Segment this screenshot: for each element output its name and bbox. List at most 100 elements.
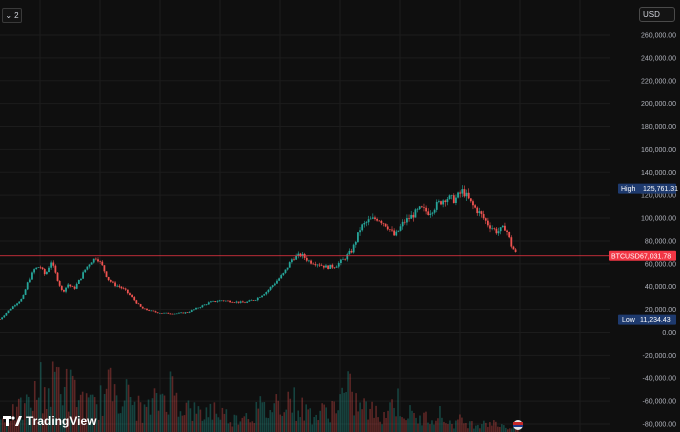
candle	[18, 301, 21, 304]
candle	[284, 269, 287, 273]
volume-bar	[509, 428, 511, 432]
price-axis[interactable]: 260,000.00 240,000.00 220,000.00 200,000.00…	[641, 33, 676, 429]
candle	[207, 302, 210, 305]
candle	[510, 237, 513, 247]
candle	[333, 267, 336, 269]
candle	[290, 259, 293, 263]
candle	[67, 284, 70, 288]
volume-bar	[137, 395, 140, 432]
volume-bar	[125, 379, 128, 432]
candle	[416, 209, 419, 210]
candle	[1, 317, 4, 320]
volume-bar	[383, 412, 385, 432]
candle	[54, 265, 57, 273]
candle	[384, 223, 387, 227]
candle	[350, 250, 353, 253]
volume-bar	[403, 418, 405, 432]
candle	[344, 259, 347, 260]
tradingview-logo[interactable]: TradingView	[3, 414, 96, 428]
volume-bar	[369, 408, 371, 432]
volume-bar	[431, 420, 433, 432]
candle	[423, 207, 425, 208]
volume-bar	[79, 394, 82, 432]
volume-bar	[435, 420, 437, 432]
low-label: Low	[622, 317, 636, 324]
volume-bar	[349, 373, 351, 432]
volume-bar	[307, 409, 310, 432]
volume-bar	[59, 394, 62, 432]
candle	[56, 272, 59, 281]
volume-bar	[371, 401, 373, 432]
candle	[440, 201, 442, 205]
currency-selector[interactable]: USD	[639, 7, 675, 22]
volume-bar	[69, 369, 72, 432]
candle	[33, 269, 35, 273]
candle	[497, 231, 500, 234]
price-tick-label: -60,000.00	[643, 399, 677, 406]
price-tick-label: 260,000.00	[641, 33, 676, 40]
volume-bar	[325, 407, 327, 432]
volume-bar	[489, 422, 491, 432]
volume-bar	[359, 402, 361, 432]
volume-bar	[339, 394, 341, 432]
candle	[35, 267, 38, 270]
currency-label: USD	[643, 10, 660, 19]
high-label: High	[621, 186, 636, 193]
volume-bar	[107, 369, 110, 432]
candle	[0, 319, 1, 320]
volume-bar	[171, 376, 174, 432]
volume-bar	[195, 413, 198, 432]
candle	[195, 307, 197, 310]
volume-bar	[45, 408, 48, 432]
candle	[299, 253, 302, 257]
candle	[171, 313, 174, 315]
candle	[312, 263, 315, 265]
volume-bar	[353, 415, 355, 432]
candle	[314, 264, 317, 266]
candle	[52, 262, 55, 266]
volume-bar	[153, 388, 156, 432]
volume-bar	[459, 414, 461, 432]
candle	[514, 249, 517, 252]
volume-bar	[409, 405, 411, 432]
candle	[288, 262, 291, 268]
candle	[399, 226, 402, 231]
volume-bar	[393, 407, 395, 432]
volume-bar	[243, 416, 246, 432]
volume-bar	[89, 394, 92, 432]
volume-bar	[357, 411, 359, 432]
candle	[222, 300, 225, 302]
price-tick-label: -20,000.00	[643, 353, 677, 360]
price-tick-label: 40,000.00	[645, 284, 676, 291]
volume-bar	[455, 420, 457, 432]
candle	[469, 198, 472, 202]
volume-bar	[223, 413, 226, 432]
candle	[391, 229, 393, 231]
candle	[425, 207, 427, 212]
collapse-count: 2	[14, 11, 19, 20]
price-tick-label: 140,000.00	[641, 170, 676, 177]
candle	[146, 308, 148, 311]
candle	[352, 244, 355, 253]
candle	[161, 313, 163, 314]
volume-bar	[275, 394, 278, 432]
flag-icon[interactable]	[513, 420, 523, 430]
volume-bar	[281, 415, 284, 432]
volume-bar	[397, 388, 399, 432]
volume-bar	[355, 393, 357, 432]
collapse-button[interactable]: ⌄ 2	[2, 8, 22, 23]
candle	[263, 294, 266, 296]
volume-bar	[41, 413, 44, 432]
volume-bar	[15, 406, 18, 432]
volume-bar	[367, 419, 369, 432]
candle	[478, 211, 481, 214]
volume-bar	[267, 418, 270, 432]
candle	[437, 201, 440, 202]
volume-bar	[399, 416, 401, 432]
candle	[276, 280, 278, 284]
candle	[463, 189, 466, 197]
volume-bar	[9, 420, 12, 432]
volume-bar	[173, 395, 176, 432]
chevron-down-icon: ⌄	[5, 11, 13, 20]
